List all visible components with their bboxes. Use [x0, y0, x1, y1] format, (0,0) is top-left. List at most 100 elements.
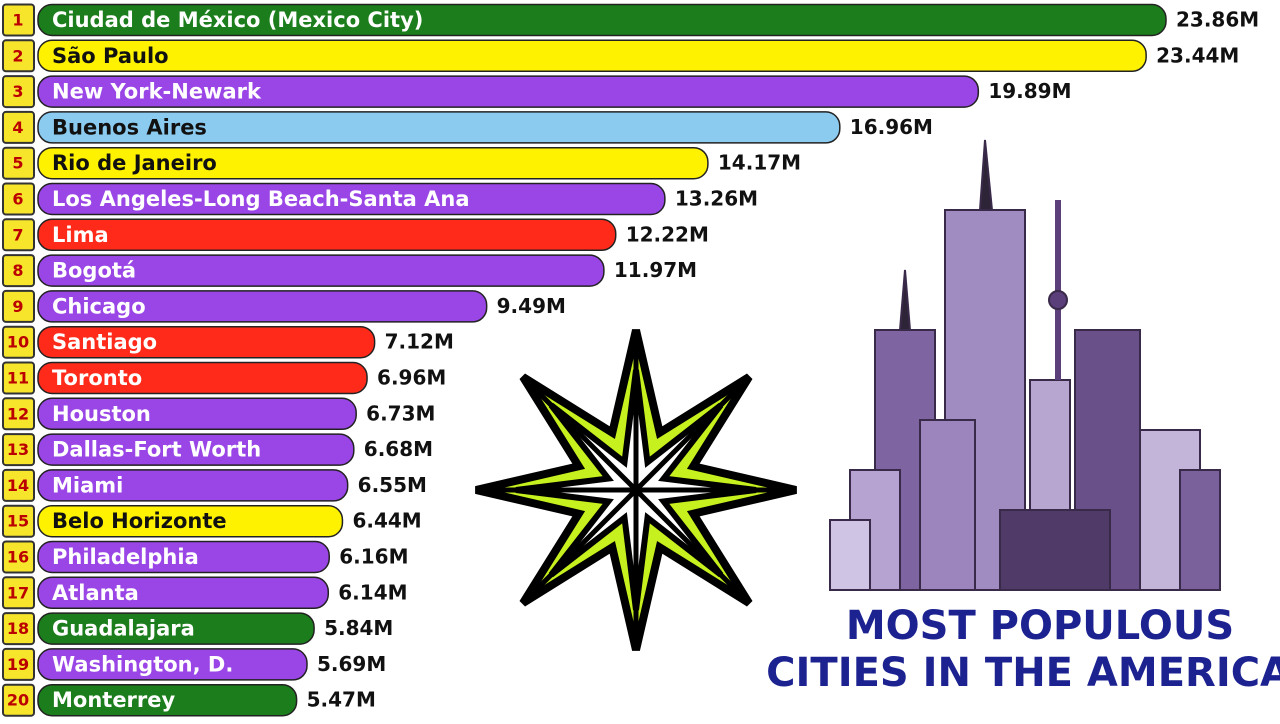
bar-label: Los Angeles-Long Beach-Santa Ana — [52, 187, 470, 211]
rank-box — [2, 468, 35, 502]
bar-label: Miami — [52, 473, 123, 497]
value-label: 9.49M — [497, 294, 566, 318]
bar — [37, 504, 344, 538]
chart-title: MOST POPULOUS — [846, 603, 1234, 649]
value-label: 11.97M — [614, 258, 697, 282]
bar — [37, 182, 666, 216]
rank-box — [2, 433, 35, 467]
value-label: 6.14M — [338, 580, 407, 604]
bar-label: Philadelphia — [52, 545, 199, 569]
rank-label: 2 — [12, 46, 23, 65]
rank-label: 1 — [12, 11, 23, 30]
bar — [37, 612, 315, 645]
rank-box — [2, 325, 35, 359]
value-label: 14.17M — [718, 151, 801, 175]
bar — [37, 540, 330, 574]
star-ray — [528, 382, 638, 492]
value-label: 6.68M — [364, 437, 433, 461]
rank-box — [2, 182, 35, 216]
bar-label: Rio de Janeiro — [52, 151, 217, 175]
value-label: 6.55M — [358, 473, 427, 497]
bar-label: Chicago — [52, 294, 146, 318]
rank-box — [2, 683, 35, 717]
bar — [37, 325, 376, 359]
rank-label: 12 — [7, 404, 29, 423]
rank-box — [2, 504, 35, 538]
bar-label: Monterrey — [52, 688, 176, 712]
bar-label: Dallas-Fort Worth — [52, 438, 261, 462]
rank-label: 17 — [7, 583, 29, 602]
bar — [37, 576, 330, 610]
bar-label: Ciudad de México (Mexico City) — [52, 8, 423, 32]
value-label: 16.96M — [850, 115, 933, 139]
value-label: 6.16M — [339, 545, 408, 569]
value-label: 5.47M — [307, 688, 376, 712]
rank-label: 19 — [7, 655, 29, 674]
bar — [37, 469, 349, 502]
bar — [37, 218, 617, 252]
bar-label: New York-Newark — [52, 80, 262, 104]
rank-box — [2, 397, 35, 431]
bar — [37, 39, 1147, 73]
rank-label: 6 — [12, 190, 23, 209]
bar-label: Lima — [52, 223, 109, 247]
bar — [37, 683, 298, 717]
bar-label: Bogotá — [52, 259, 136, 283]
rank-box — [2, 576, 35, 610]
rank-label: 16 — [7, 548, 29, 567]
value-label: 19.89M — [988, 79, 1071, 103]
rank-box — [2, 540, 35, 574]
chart-title: CITIES IN THE AMERICAS — [766, 650, 1280, 696]
star-ray — [528, 488, 638, 598]
rank-label: 10 — [7, 333, 29, 352]
bar — [37, 648, 308, 681]
bar-label: São Paulo — [52, 44, 169, 68]
bar-label: Houston — [52, 402, 151, 426]
value-label: 5.84M — [324, 616, 393, 640]
bar-label: Buenos Aires — [52, 115, 207, 139]
value-label: 23.86M — [1176, 8, 1259, 32]
bar-label: Washington, D. — [52, 652, 233, 676]
rank-box — [2, 647, 35, 681]
bar — [37, 111, 841, 144]
bar-label: Santiago — [52, 330, 157, 354]
rank-label: 8 — [12, 261, 23, 280]
rank-label: 11 — [7, 369, 29, 388]
bar-label: Toronto — [52, 366, 142, 390]
value-label: 5.69M — [317, 652, 386, 676]
bar — [37, 254, 605, 287]
value-label: 12.22M — [626, 222, 709, 246]
rank-box — [2, 361, 35, 395]
rank-label: 15 — [7, 512, 29, 531]
rank-box — [2, 110, 35, 144]
value-label: 6.44M — [352, 509, 421, 533]
rank-box — [2, 3, 35, 37]
rank-box — [2, 218, 35, 252]
value-label: 7.12M — [385, 330, 454, 354]
rank-label: 9 — [12, 297, 23, 316]
rank-label: 20 — [7, 691, 29, 710]
bar — [37, 433, 355, 466]
bar — [37, 146, 709, 180]
bar — [37, 397, 357, 431]
bar — [37, 290, 488, 323]
bar — [37, 361, 368, 395]
rank-label: 18 — [7, 619, 29, 638]
rank-box — [2, 146, 35, 180]
rank-box — [2, 39, 35, 73]
star-decoration — [475, 329, 797, 651]
bar-label: Atlanta — [52, 581, 139, 605]
rank-label: 13 — [7, 440, 29, 459]
rank-label: 7 — [12, 225, 23, 244]
bar — [37, 3, 1167, 37]
star-ray — [634, 382, 744, 492]
bar-label: Guadalajara — [52, 617, 195, 641]
bar-label: Belo Horizonte — [52, 509, 227, 533]
rank-label: 14 — [7, 476, 29, 495]
value-label: 6.73M — [366, 401, 435, 425]
rank-label: 4 — [12, 118, 23, 137]
value-label: 23.44M — [1156, 43, 1239, 67]
value-label: 13.26M — [675, 187, 758, 211]
rank-box — [2, 75, 35, 109]
